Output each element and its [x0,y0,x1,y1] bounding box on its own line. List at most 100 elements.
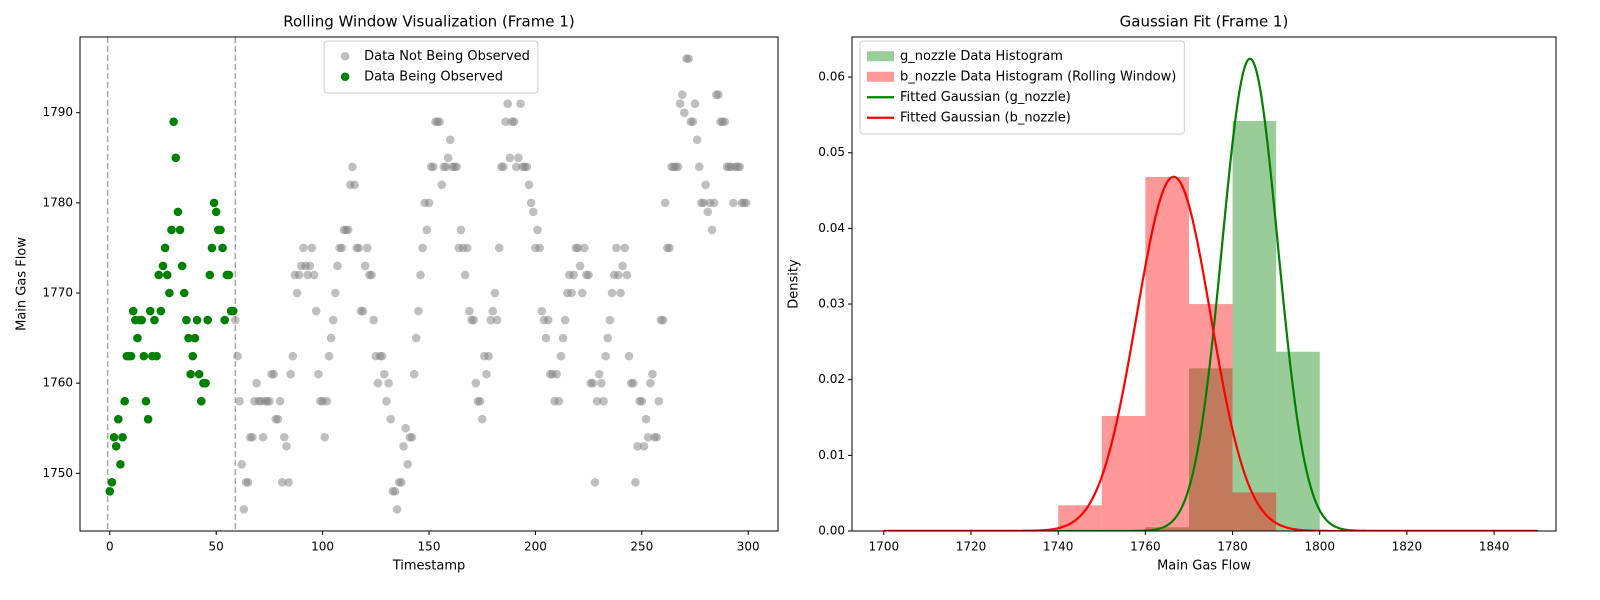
data-point [386,414,395,424]
data-point [528,207,538,217]
data-point [633,441,642,451]
data-point [218,243,227,253]
y-tick-label: 0.00 [818,524,845,538]
data-point [367,270,376,280]
data-point [639,441,649,451]
data-point [275,396,285,406]
data-point [156,306,166,316]
data-point [337,243,347,253]
x-tick-label: 150 [418,540,441,554]
legend-label: g_nozzle Data Histogram [900,49,1063,64]
x-tick-label: 1820 [1392,540,1423,554]
data-point [556,351,566,361]
x-tick-label: 300 [737,540,760,554]
data-point [499,162,508,172]
legend-box [323,40,539,94]
data-point [194,369,204,379]
data-point [248,432,257,442]
data-point [392,505,402,514]
data-point [292,288,302,298]
data-point [460,270,470,280]
data-point [418,243,427,253]
legend-marker [867,51,894,62]
data-point [414,306,423,316]
data-point [369,315,378,325]
data-point [701,180,710,190]
axes: Gaussian Fit (Frame 1) Main Gas Flow Densi… [787,13,1557,574]
data-point [665,243,674,253]
data-point [407,432,417,442]
data-point [533,225,542,235]
data-point [641,414,651,424]
data-point [584,270,593,280]
data-point [673,162,683,172]
data-point [522,162,532,172]
data-point [111,441,121,451]
data-point [207,243,217,253]
data-point [309,270,319,280]
data-point [437,180,447,190]
data-point [501,117,510,127]
y-tick-label: 1790 [42,105,73,119]
histogram-bar [1101,416,1146,531]
data-point [116,459,125,469]
data-point [554,396,564,406]
data-point [688,117,698,127]
data-point [192,315,202,325]
data-point [441,162,451,172]
data-point [597,378,606,388]
data-point [709,198,719,208]
data-point [160,243,170,253]
x-axis-label: Main Gas Flow [1157,559,1251,574]
data-point [282,441,291,451]
data-point [590,478,600,487]
data-point [128,306,138,316]
y-tick-label: 0.05 [818,145,845,159]
data-point [303,270,313,280]
data-point [322,396,332,406]
data-point [490,288,500,298]
data-point [577,288,587,298]
data-point [350,180,359,190]
data-point [618,261,627,271]
data-point [273,414,283,424]
data-point [311,306,321,316]
axes-frame [851,36,1557,532]
x-tick-label: 1780 [1217,540,1248,554]
data-point [601,351,610,361]
data-point [399,441,408,451]
histogram-bar [1276,351,1320,531]
data-point [314,369,323,379]
data-point [624,351,634,361]
data-point [326,333,336,343]
data-point [354,243,364,253]
axes-frame [79,36,779,532]
data-point [428,162,438,172]
histogram-bar [1145,527,1189,531]
data-point [482,369,491,379]
data-point [105,487,115,496]
y-tick-label: 1760 [42,376,73,390]
data-point [209,198,219,208]
data-point [348,162,357,172]
data-point [299,243,308,253]
chart-title: Rolling Window Visualization (Frame 1) [283,13,574,31]
data-point [324,351,334,361]
data-point [729,198,738,208]
data-point [471,378,481,388]
data-point [243,478,253,487]
histogram-bar [1188,304,1233,531]
data-point [588,378,598,388]
data-point [614,270,623,280]
data-point [503,99,513,109]
data-point [343,225,353,235]
data-point [288,351,298,361]
data-point [239,505,249,514]
plot-area [883,57,1538,531]
data-point [592,396,602,406]
data-point [703,207,713,217]
data-point [258,432,268,442]
data-point [333,261,342,271]
data-point [205,270,215,280]
chart-title: Gaussian Fit (Frame 1) [1120,13,1289,31]
